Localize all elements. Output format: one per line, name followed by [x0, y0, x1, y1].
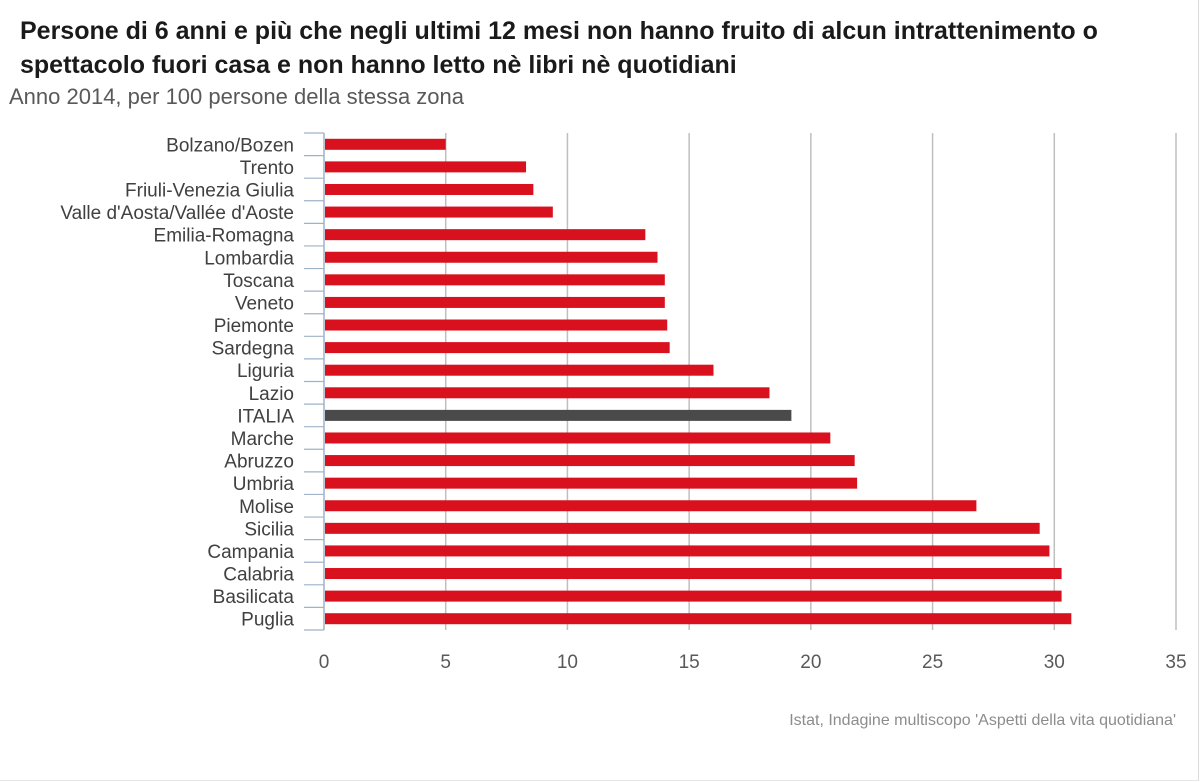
bar-calabria [325, 568, 1062, 580]
bar-veneto [325, 296, 665, 308]
bar-marche [325, 432, 831, 444]
bar-sardegna [325, 342, 670, 354]
category-label: Veneto [235, 293, 294, 314]
category-label: Lombardia [204, 248, 294, 269]
bar-toscana [325, 274, 665, 286]
bar-lombardia [325, 251, 658, 263]
category-label: Umbria [233, 474, 295, 495]
category-label: Toscana [223, 271, 294, 292]
bar-emilia-romagna [325, 229, 646, 241]
category-label: Friuli-Venezia Giulia [125, 180, 294, 201]
x-tick-label: 35 [1165, 652, 1186, 673]
category-label: Valle d'Aosta/Vallée d'Aoste [60, 203, 294, 224]
x-tick-label: 5 [440, 652, 451, 673]
x-tick-label: 0 [319, 652, 330, 673]
category-label: ITALIA [237, 406, 294, 427]
bar-molise [325, 500, 977, 512]
category-label: Liguria [237, 361, 294, 382]
bar-italia [325, 409, 792, 421]
bar-valle-d-aosta-vall-e-d-aoste [325, 206, 553, 218]
category-label: Campania [207, 542, 294, 563]
category-label: Lazio [249, 384, 294, 405]
y-axis [304, 132, 325, 631]
bar-bolzano-bozen [325, 138, 446, 150]
category-label: Molise [239, 497, 294, 518]
chart-subtitle: Anno 2014, per 100 persone della stessa … [9, 84, 464, 109]
bar-friuli-venezia-giulia [325, 183, 534, 195]
bar-umbria [325, 477, 858, 489]
category-label: Sicilia [244, 519, 294, 540]
bar-liguria [325, 364, 714, 376]
bar-basilicata [325, 590, 1062, 602]
category-label: Puglia [241, 610, 294, 631]
x-tick-labels: 0 5 10 15 20 25 30 35 [319, 652, 1187, 673]
bar-sicilia [325, 522, 1040, 534]
category-label: Trento [240, 158, 294, 179]
category-label: Marche [231, 429, 294, 450]
bar-lazio [325, 387, 770, 399]
bar-trento [325, 161, 527, 173]
category-label: Calabria [223, 565, 294, 586]
category-label: Sardegna [212, 339, 295, 360]
bar-abruzzo [325, 455, 855, 467]
x-tick-label: 15 [679, 652, 700, 673]
category-label: Emilia-Romagna [154, 226, 295, 247]
x-tick-label: 30 [1044, 652, 1065, 673]
source-note: Istat, Indagine multiscopo 'Aspetti dell… [789, 712, 1176, 729]
x-tick-label: 25 [922, 652, 943, 673]
chart-title: Persone di 6 anni e più che negli ultimi… [20, 17, 1098, 79]
bars [325, 138, 1072, 625]
bar-puglia [325, 613, 1072, 625]
category-label: Bolzano/Bozen [166, 135, 294, 156]
x-tick-label: 20 [800, 652, 821, 673]
x-tick-label: 10 [557, 652, 578, 673]
category-label: Piemonte [214, 316, 294, 337]
bar-piemonte [325, 319, 668, 331]
category-label: Basilicata [213, 587, 295, 608]
category-label: Abruzzo [224, 452, 294, 473]
bar-campania [325, 545, 1050, 557]
